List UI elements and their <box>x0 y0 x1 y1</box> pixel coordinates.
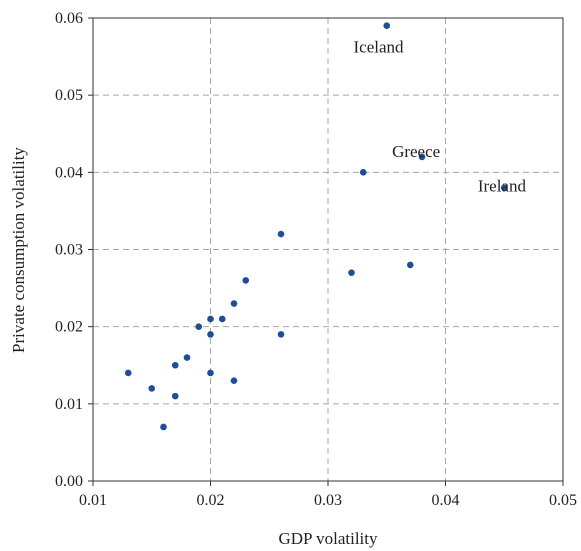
y-tick-label: 0.06 <box>55 10 83 27</box>
axis-ticks: 0.01 0.02 0.03 0.04 0.05 0.00 0.01 0.02 0.03 0.04… <box>55 10 577 509</box>
point-annotation: Greece <box>392 142 440 161</box>
data-point <box>171 392 179 400</box>
data-point <box>195 323 203 330</box>
data-point <box>383 22 391 30</box>
data-point <box>124 369 132 377</box>
x-tick-label: 0.01 <box>79 492 107 509</box>
y-tick-label: 0.03 <box>55 242 83 259</box>
data-point <box>277 230 285 238</box>
data-point <box>218 315 226 323</box>
data-point <box>277 331 285 338</box>
plot-frame <box>92 17 564 482</box>
point-annotation: Iceland <box>354 38 405 57</box>
y-tick-label: 0.01 <box>55 396 83 413</box>
data-point <box>359 169 367 176</box>
x-tick-label: 0.03 <box>314 492 342 509</box>
data-point <box>406 261 414 269</box>
y-tick-label: 0.05 <box>55 87 83 104</box>
data-point <box>418 153 426 161</box>
data-point <box>183 354 191 361</box>
x-tick-label: 0.05 <box>549 492 577 509</box>
data-point <box>148 385 156 392</box>
data-point <box>230 300 238 307</box>
x-tick-label: 0.04 <box>432 492 460 509</box>
data-point <box>171 361 179 369</box>
data-point <box>160 423 167 431</box>
data-point <box>207 369 214 377</box>
x-tick-label: 0.02 <box>197 492 225 509</box>
data-point <box>207 315 214 323</box>
y-axis-label: Private consumption volatility <box>9 147 28 353</box>
data-point <box>242 277 250 284</box>
y-tick-label: 0.00 <box>55 473 83 490</box>
data-points <box>124 22 508 431</box>
data-point <box>230 377 238 384</box>
data-point <box>207 331 214 338</box>
data-point <box>348 269 355 276</box>
annotations: Iceland Greece Ireland <box>354 38 527 196</box>
x-axis-label: GDP volatility <box>278 529 378 548</box>
point-annotation: Ireland <box>478 177 527 196</box>
y-tick-label: 0.04 <box>55 164 83 181</box>
data-point <box>500 184 508 192</box>
grid <box>93 18 563 481</box>
y-tick-label: 0.02 <box>55 319 83 336</box>
